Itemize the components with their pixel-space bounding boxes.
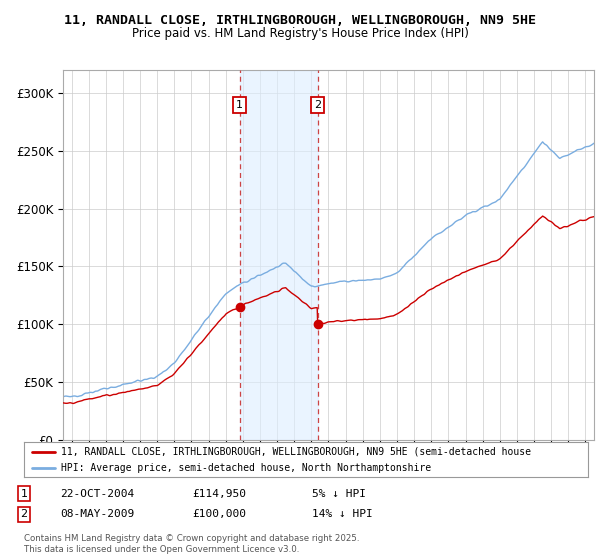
Text: 2: 2: [20, 509, 28, 519]
Text: £114,950: £114,950: [192, 489, 246, 499]
Text: 1: 1: [236, 100, 243, 110]
Text: 1: 1: [20, 489, 28, 499]
Text: 14% ↓ HPI: 14% ↓ HPI: [312, 509, 373, 519]
Text: 11, RANDALL CLOSE, IRTHLINGBOROUGH, WELLINGBOROUGH, NN9 5HE: 11, RANDALL CLOSE, IRTHLINGBOROUGH, WELL…: [64, 14, 536, 27]
Text: 2: 2: [314, 100, 321, 110]
Text: Price paid vs. HM Land Registry's House Price Index (HPI): Price paid vs. HM Land Registry's House …: [131, 27, 469, 40]
Bar: [239, 70, 317, 440]
Text: £100,000: £100,000: [192, 509, 246, 519]
Text: 11, RANDALL CLOSE, IRTHLINGBOROUGH, WELLINGBOROUGH, NN9 5HE (semi-detached house: 11, RANDALL CLOSE, IRTHLINGBOROUGH, WELL…: [61, 447, 530, 457]
Text: 22-OCT-2004: 22-OCT-2004: [60, 489, 134, 499]
Text: HPI: Average price, semi-detached house, North Northamptonshire: HPI: Average price, semi-detached house,…: [61, 463, 431, 473]
Text: 5% ↓ HPI: 5% ↓ HPI: [312, 489, 366, 499]
Text: Contains HM Land Registry data © Crown copyright and database right 2025.
This d: Contains HM Land Registry data © Crown c…: [24, 534, 359, 554]
Text: 08-MAY-2009: 08-MAY-2009: [60, 509, 134, 519]
